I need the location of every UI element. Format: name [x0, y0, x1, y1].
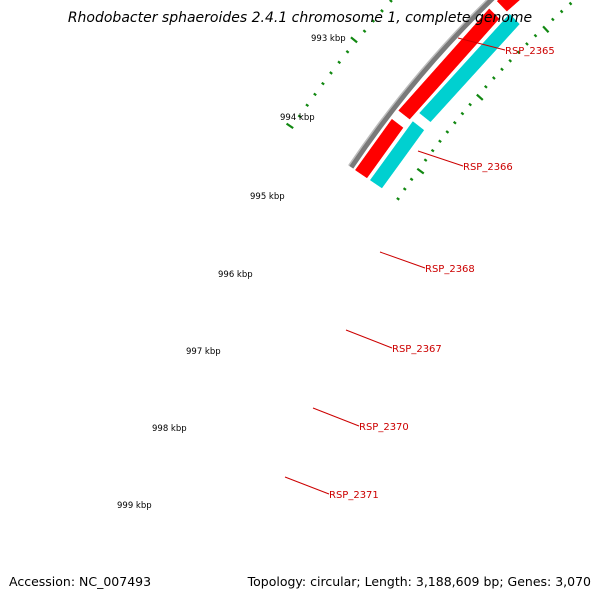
scale-tick — [362, 29, 367, 33]
backbone-arc — [349, 0, 495, 169]
inner-scale-tick — [396, 197, 400, 201]
gene-leader-line — [379, 251, 426, 269]
inner-scale-tick — [468, 102, 472, 107]
inner-scale-tick — [445, 130, 450, 134]
inner-scale-tick — [559, 9, 564, 14]
gene-label: RSP_2367 — [392, 344, 442, 355]
inner-scale-tick — [508, 58, 513, 63]
genome-summary: Topology: circular; Length: 3,188,609 bp… — [247, 574, 591, 589]
gene-label: RSP_2368 — [425, 264, 475, 275]
inner-scale-tick — [533, 33, 538, 38]
feature-layer — [355, 0, 520, 189]
inner-scale-tick — [409, 177, 414, 182]
kbp-tick-label: 996 kbp — [218, 270, 253, 280]
scale-tick — [350, 36, 358, 44]
reverse-cds — [419, 13, 520, 123]
gene-leader-line — [457, 37, 506, 51]
scale-tick — [380, 9, 384, 13]
inner-scale-tick — [416, 167, 425, 175]
inner-scale-tick — [402, 187, 407, 191]
backbone-highlight — [348, 0, 488, 166]
gene-leader-line — [345, 329, 393, 349]
gene-label: RSP_2370 — [359, 422, 409, 433]
inner-scale-tick — [516, 50, 521, 55]
inner-scale-tick — [550, 17, 555, 22]
gene-leader-line — [312, 407, 360, 427]
gene-label: RSP_2366 — [463, 162, 513, 173]
gene-leader-line — [284, 476, 330, 495]
scale-tick — [345, 50, 350, 54]
inner-scale-tick — [476, 93, 484, 101]
gene-label: RSP_2371 — [329, 490, 379, 501]
inner-scale-tick — [483, 84, 488, 89]
kbp-tick-label: 999 kbp — [117, 501, 152, 511]
scale-tick — [285, 122, 294, 130]
gene-label: RSP_2365 — [505, 46, 555, 57]
inner-scale-tick — [452, 120, 457, 125]
accession-label: Accession: NC_007493 — [9, 574, 152, 589]
inner-scale-tick — [525, 42, 529, 46]
scale-tick — [321, 81, 325, 86]
scale-tick — [305, 103, 310, 108]
scale-ticks: 993 kbp 994 kbp 995 kbp 996 kbp 997 kbp 998 k… — [117, 0, 573, 511]
inner-scale-tick — [542, 25, 550, 34]
map-title: Rhodobacter sphaeroides 2.4.1 chromosome… — [67, 10, 533, 26]
scale-tick — [313, 92, 317, 97]
scale-tick — [329, 71, 333, 75]
reverse-cds — [369, 121, 425, 189]
inner-scale-tick — [492, 76, 496, 80]
scale-tick — [337, 60, 342, 65]
label-layer: RSP_2365 RSP_2366 RSP_2368 RSP_2367 RSP_2370… — [284, 37, 555, 501]
kbp-tick-label: 994 kbp — [280, 113, 315, 123]
inner-scale-tick — [430, 148, 435, 153]
kbp-tick-label: 995 kbp — [250, 192, 285, 202]
kbp-tick-label: 998 kbp — [152, 424, 187, 434]
backbone-layer — [348, 0, 495, 169]
inner-scale-tick — [438, 139, 442, 144]
gene-leader-line — [417, 150, 464, 167]
inner-scale-tick — [423, 158, 428, 162]
inner-scale-tick — [568, 1, 573, 6]
scale-tick — [389, 0, 393, 3]
forward-cds — [398, 8, 500, 120]
scale-tick — [297, 114, 302, 118]
forward-cds — [355, 118, 404, 179]
scale-tick — [371, 19, 376, 23]
forward-cds — [496, 0, 520, 12]
kbp-tick-label: 997 kbp — [186, 347, 221, 357]
kbp-tick-label: 993 kbp — [311, 34, 346, 44]
inner-scale-tick — [460, 111, 465, 116]
inner-scale-tick — [500, 67, 504, 72]
